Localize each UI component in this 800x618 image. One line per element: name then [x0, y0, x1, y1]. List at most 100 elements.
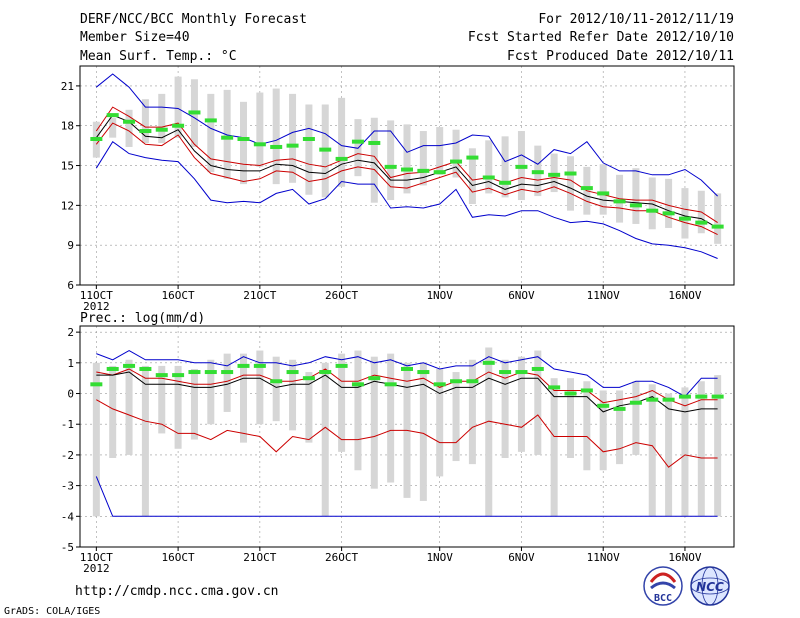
temperature-panel: 6 9 12 15 18 21 11OCT 16OCT 21OCT 26OCT 1NOV 6NOV 11…	[61, 65, 735, 313]
spread-bar	[174, 365, 182, 449]
observed-marker	[711, 224, 724, 229]
source-url[interactable]: http://cmdp.ncc.cma.gov.cn	[75, 584, 279, 599]
grads-credit: GrADS: COLA/IGES	[4, 606, 100, 617]
observed-marker	[662, 397, 675, 402]
spread-bar	[207, 359, 215, 425]
observed-marker	[531, 170, 544, 175]
observed-marker	[695, 394, 708, 399]
spread-bar	[223, 89, 231, 179]
observed-marker	[188, 370, 201, 375]
spread-bar	[240, 353, 247, 443]
spread-bar	[419, 131, 427, 186]
spread-bar	[305, 372, 313, 443]
x-tick-label: 11NOV	[587, 551, 620, 564]
x-tick-label: 16OCT	[162, 289, 195, 302]
spread-bar	[534, 350, 542, 455]
spread-bar	[419, 362, 427, 501]
observed-marker	[711, 394, 724, 399]
y-tick-label: 15	[61, 160, 74, 173]
series-line-ensemble-lower	[96, 399, 718, 468]
spread-bar	[354, 350, 362, 471]
y-tick-label: 0	[67, 388, 74, 401]
x-tick-label: 21OCT	[243, 289, 276, 302]
observed-marker	[597, 403, 610, 408]
spread-bar	[452, 129, 460, 178]
observed-marker	[302, 376, 315, 381]
observed-marker	[678, 216, 691, 221]
spread-bar	[289, 359, 297, 431]
spread-bar	[190, 368, 198, 440]
observed-marker	[499, 370, 512, 375]
forecast-start-date: Fcst Started Refer Date 2012/10/10	[468, 30, 734, 45]
observed-marker	[515, 370, 528, 375]
spread-bar	[714, 375, 722, 517]
observed-marker	[123, 363, 136, 368]
bcc-logo: BCC	[643, 566, 683, 606]
observed-marker	[384, 164, 397, 169]
observed-marker	[253, 142, 266, 147]
x-tick-label: 26OCT	[325, 551, 358, 564]
spread-bar	[599, 390, 607, 471]
observed-marker	[123, 119, 136, 124]
y-tick-label: 1	[67, 357, 74, 370]
x-tick-label: 11OCT	[80, 551, 113, 564]
observed-marker	[351, 382, 364, 387]
spread-bar	[141, 99, 149, 143]
x-tick-label: 1NOV	[426, 551, 453, 564]
observed-marker	[401, 366, 413, 371]
spread-bar	[485, 347, 493, 517]
x-tick-label: 16NOV	[668, 289, 701, 302]
spread-bar	[256, 92, 264, 167]
spread-bar	[338, 97, 346, 187]
observed-marker	[270, 144, 283, 149]
observed-marker	[450, 379, 463, 384]
observed-marker	[646, 397, 659, 402]
x-tick-label: 6NOV	[508, 289, 535, 302]
ncc-logo: NCC	[690, 566, 730, 606]
spread-bar	[681, 188, 689, 239]
observed-marker	[172, 123, 185, 128]
observed-marker	[662, 211, 675, 216]
spread-bar	[485, 140, 493, 194]
y-tick-label: 6	[67, 279, 74, 292]
spread-bar	[158, 365, 166, 434]
spread-bar	[305, 104, 313, 195]
spread-bar	[223, 353, 231, 412]
spread-bar	[125, 109, 133, 147]
ncc-logo-text: NCC	[696, 580, 724, 594]
series-line-ensemble-min	[95, 140, 718, 259]
observed-marker	[629, 203, 642, 208]
observed-marker	[106, 113, 119, 118]
x-year-label: 2012	[83, 300, 110, 313]
precipitation-panel: -5 -4 -3 -2 -1 0 1 2 11OCT 16OCT 21OCT 26OCT 1NOV 6NO…	[61, 325, 735, 575]
spread-bar	[403, 124, 411, 194]
spread-bar	[648, 177, 656, 230]
x-tick-label: 26OCT	[325, 289, 358, 302]
observed-marker	[90, 137, 103, 141]
spread-bar	[452, 372, 460, 462]
observed-marker	[155, 127, 168, 132]
spread-bar	[665, 178, 673, 228]
spread-bar	[468, 148, 476, 205]
observed-marker	[433, 382, 446, 387]
y-tick-label: -1	[61, 418, 74, 431]
spread-bar	[338, 353, 346, 452]
spread-bar	[697, 381, 705, 517]
spread-bar	[240, 101, 247, 185]
spread-bar	[109, 365, 117, 458]
spread-bar	[665, 393, 673, 517]
observed-marker	[139, 366, 152, 371]
spread-bar	[501, 359, 509, 458]
observed-marker	[204, 118, 217, 123]
observed-marker	[221, 135, 234, 140]
observed-marker	[548, 172, 561, 177]
x-tick-label: 21OCT	[243, 551, 276, 564]
observed-marker	[335, 156, 348, 161]
observed-marker	[384, 382, 397, 387]
plot-frame	[79, 325, 735, 548]
observed-marker	[564, 171, 577, 176]
observed-marker	[499, 180, 512, 185]
spread-bar	[272, 88, 280, 185]
observed-marker	[286, 143, 299, 148]
